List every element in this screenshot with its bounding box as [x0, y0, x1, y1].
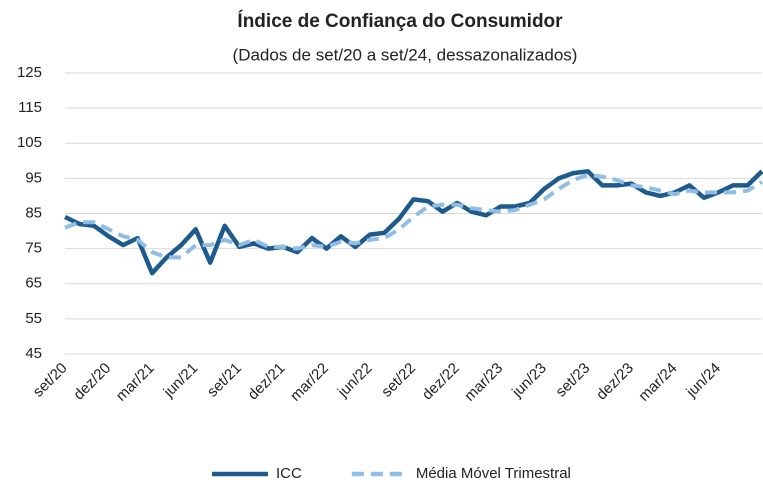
x-tick-label: mar/23	[461, 360, 506, 405]
chart-title: Índice de Confiança do Consumidor	[237, 10, 563, 32]
y-tick-label: 75	[25, 240, 42, 257]
y-tick-label: 95	[25, 169, 42, 186]
x-tick-label: jun/22	[334, 360, 376, 402]
y-tick-label: 125	[17, 64, 42, 81]
x-tick-label: set/22	[378, 360, 419, 401]
legend-label: ICC	[276, 465, 302, 482]
line-series	[64, 169, 763, 276]
x-tick-label: jun/23	[508, 360, 550, 402]
x-tick-label: mar/24	[635, 360, 680, 405]
y-tick-label: 85	[25, 204, 42, 221]
y-tick-label: 65	[25, 275, 42, 292]
x-tick-label: mar/22	[287, 360, 332, 405]
x-tick-label: jun/24	[682, 360, 724, 402]
x-tick-label: set/21	[204, 360, 245, 401]
x-tick-label: set/23	[552, 360, 593, 401]
x-tick-label: dez/22	[419, 360, 463, 404]
x-tick-label: dez/20	[70, 360, 114, 404]
line-series	[64, 172, 763, 260]
x-tick-label: dez/23	[593, 360, 637, 404]
legend-label: Média Móvel Trimestral	[416, 465, 571, 482]
y-tick-label: 55	[25, 310, 42, 327]
y-tick-label: 105	[17, 134, 42, 151]
chart-subtitle: (Dados de set/20 a set/24, dessazonaliza…	[233, 45, 578, 64]
y-tick-label: 115	[18, 99, 42, 116]
x-tick-label: dez/21	[245, 360, 289, 404]
y-tick-label: 45	[25, 345, 42, 362]
x-tick-label: jun/21	[160, 360, 202, 402]
x-tick-label: mar/21	[113, 360, 158, 405]
x-tick-label: set/20	[30, 360, 71, 401]
